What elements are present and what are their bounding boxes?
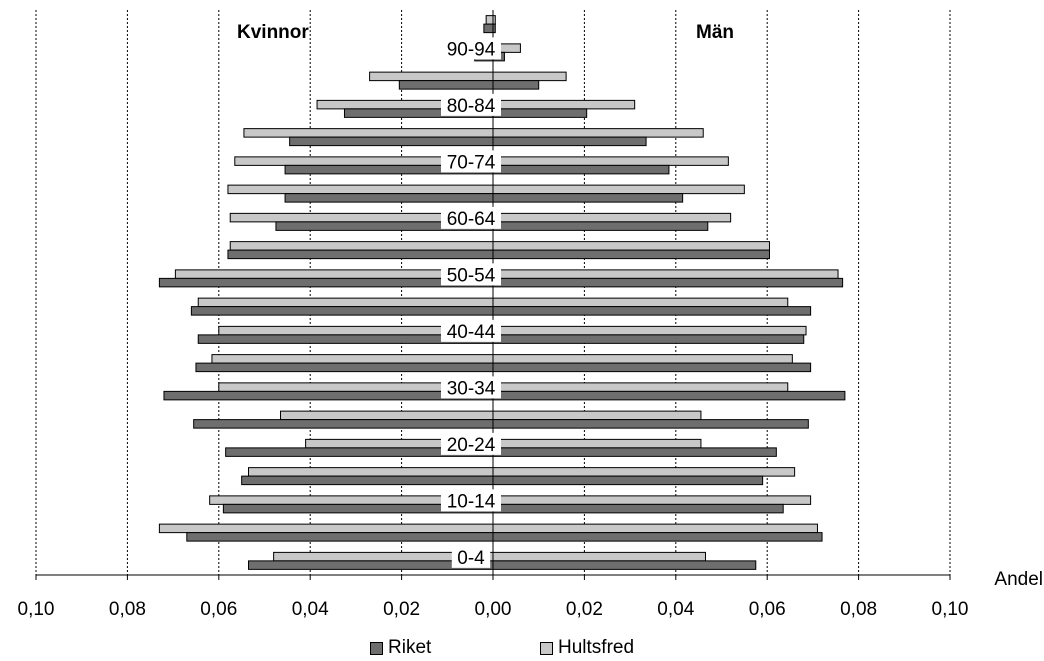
age-label-background bbox=[441, 376, 501, 399]
bar-hultsfred-men-40-44 bbox=[492, 325, 807, 336]
x-tick-label: 0,04 bbox=[292, 599, 329, 620]
women-heading: Kvinnor bbox=[237, 22, 309, 43]
bar-riket-men-20-24 bbox=[492, 447, 777, 457]
bar-riket-men-80-84 bbox=[492, 108, 588, 118]
bar-riket-women-85-89 bbox=[398, 80, 494, 90]
bar-riket-women-65-69 bbox=[284, 193, 494, 203]
men-heading: Män bbox=[696, 22, 734, 43]
age-label-background bbox=[441, 263, 501, 286]
age-group-label: 0-4 bbox=[457, 548, 485, 569]
bar-hultsfred-men-0-4 bbox=[492, 551, 707, 562]
age-group-label: 70-74 bbox=[447, 152, 496, 173]
bar-riket-women-45-49 bbox=[190, 306, 494, 316]
bar-hultsfred-men-10-14 bbox=[492, 495, 812, 505]
bar-riket-women-75-79 bbox=[289, 136, 494, 147]
bar-riket-men-70-74 bbox=[492, 164, 670, 175]
bar-hultsfred-men-25-29 bbox=[492, 410, 702, 421]
bar-hultsfred-women-25-29 bbox=[279, 410, 494, 421]
bar-hultsfred-men-85-89 bbox=[492, 71, 567, 82]
bar-hultsfred-men-45-49 bbox=[492, 297, 789, 308]
age-group-label: 30-34 bbox=[447, 378, 496, 399]
legend-item-hultsfred: Hultsfred bbox=[540, 637, 634, 659]
age-label-background bbox=[441, 319, 501, 342]
bar-hultsfred-men-20-24 bbox=[492, 438, 702, 449]
bar-riket-women-25-29 bbox=[193, 419, 494, 429]
age-group-label: 80-84 bbox=[447, 96, 496, 117]
legend-swatch-hultsfred bbox=[540, 641, 553, 655]
x-axis-label: Andel bbox=[994, 569, 1043, 590]
x-tick-label: 0,06 bbox=[200, 599, 237, 620]
bar-riket-women-55-59 bbox=[227, 249, 494, 260]
bar-hultsfred-men-15-19 bbox=[492, 467, 796, 477]
bar-hultsfred-men-35-39 bbox=[492, 354, 793, 364]
age-label-background bbox=[441, 37, 501, 60]
x-tick-label: 0,10 bbox=[18, 599, 55, 620]
x-tick-label: 0,10 bbox=[932, 599, 969, 620]
x-tick-label: 0,00 bbox=[475, 599, 512, 620]
bar-riket-men-35-39 bbox=[492, 362, 812, 373]
bar-hultsfred-men-50-54 bbox=[492, 269, 839, 279]
age-group-label: 40-44 bbox=[447, 322, 496, 343]
age-group-label: 90-94 bbox=[447, 39, 496, 60]
age-group-label: 20-24 bbox=[447, 435, 496, 456]
age-label-background bbox=[441, 432, 501, 455]
bar-riket-men-75-79 bbox=[492, 136, 647, 147]
legend-label-riket: Riket bbox=[388, 637, 432, 658]
bar-riket-men-0-4 bbox=[492, 560, 757, 570]
age-group-label: 10-14 bbox=[447, 491, 496, 512]
x-tick-label: 0,08 bbox=[109, 599, 146, 620]
bar-hultsfred-women-15-19 bbox=[248, 467, 494, 477]
bar-hultsfred-women-85-89 bbox=[369, 71, 494, 82]
bar-riket-men-50-54 bbox=[492, 277, 844, 288]
bar-riket-men-5-9 bbox=[492, 532, 823, 542]
bar-riket-men-45-49 bbox=[492, 306, 812, 316]
bar-hultsfred-men-5-9 bbox=[492, 523, 818, 534]
bar-riket-men-60-64 bbox=[492, 221, 709, 231]
age-label-background bbox=[451, 545, 491, 568]
legend-label-hultsfred: Hultsfred bbox=[558, 637, 635, 658]
x-tick-label: 0,02 bbox=[566, 599, 603, 620]
age-group-label: 50-54 bbox=[447, 265, 496, 286]
bar-riket-men-30-34 bbox=[492, 390, 846, 401]
bar-hultsfred-men-75-79 bbox=[492, 128, 704, 138]
bar-hultsfred-men-80-84 bbox=[492, 99, 636, 110]
bar-hultsfred-men-70-74 bbox=[492, 156, 729, 166]
legend: Riket Hultsfred bbox=[0, 637, 1044, 661]
bar-hultsfred-women-75-79 bbox=[243, 128, 494, 138]
bar-hultsfred-women-55-59 bbox=[229, 241, 494, 251]
x-tick-label: 0,02 bbox=[383, 599, 420, 620]
population-pyramid-chart: 0,10 0,08 0,06 0,04 0,02 0,00 0,02 0,04 0,06 0,08… bbox=[18, 10, 1043, 620]
bar-riket-men-25-29 bbox=[492, 419, 809, 429]
x-tick-label: 0,04 bbox=[657, 599, 694, 620]
bar-riket-men-15-19 bbox=[492, 475, 764, 486]
bar-riket-men-65-69 bbox=[492, 193, 684, 203]
bar-riket-men-10-14 bbox=[492, 503, 784, 514]
age-group-label: 60-64 bbox=[447, 209, 496, 230]
age-label-background bbox=[441, 150, 501, 173]
bar-hultsfred-women-35-39 bbox=[211, 354, 494, 364]
bar-riket-men-55-59 bbox=[492, 249, 770, 260]
x-tick-label: 0,08 bbox=[840, 599, 877, 620]
legend-swatch-riket bbox=[370, 641, 383, 655]
age-label-background bbox=[441, 206, 501, 229]
x-tick-label: 0,06 bbox=[749, 599, 786, 620]
age-label-background bbox=[441, 93, 501, 116]
bar-riket-women-15-19 bbox=[241, 475, 494, 486]
bar-hultsfred-women-5-9 bbox=[158, 523, 494, 534]
bar-hultsfred-men-60-64 bbox=[492, 212, 732, 223]
bar-riket-women-5-9 bbox=[186, 532, 494, 542]
bar-riket-women-95+ bbox=[483, 23, 494, 34]
bar-riket-men-40-44 bbox=[492, 334, 805, 344]
bar-riket-men-85-89 bbox=[492, 80, 540, 90]
bar-hultsfred-men-55-59 bbox=[492, 241, 770, 251]
bar-hultsfred-women-95+ bbox=[485, 15, 494, 25]
age-label-background bbox=[441, 489, 501, 512]
bar-hultsfred-women-65-69 bbox=[227, 184, 494, 195]
bar-riket-women-35-39 bbox=[195, 362, 494, 373]
bar-hultsfred-men-65-69 bbox=[492, 184, 745, 195]
bar-hultsfred-women-45-49 bbox=[197, 297, 494, 308]
bar-hultsfred-men-30-34 bbox=[492, 382, 789, 392]
legend-item-riket: Riket bbox=[370, 637, 431, 659]
